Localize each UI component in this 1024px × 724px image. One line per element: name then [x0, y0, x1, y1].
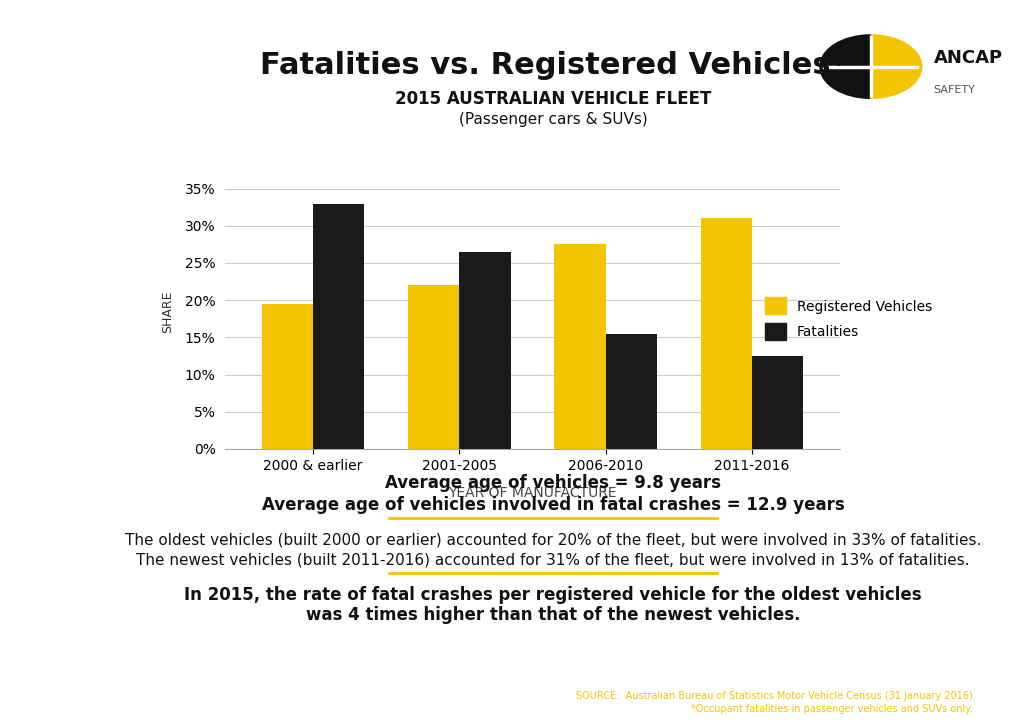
Bar	[700, 219, 752, 449]
Bar	[554, 245, 605, 449]
Text: SOURCE:  Australian Bureau of Statistics Motor Vehicle Census (31 January 2016): SOURCE: Australian Bureau of Statistics …	[577, 691, 973, 702]
Bar	[262, 304, 313, 449]
Text: Average age of vehicles involved in fatal crashes = 12.9 years: Average age of vehicles involved in fata…	[261, 496, 845, 514]
Text: (Passenger cars & SUVs): (Passenger cars & SUVs)	[459, 112, 647, 127]
Text: The newest vehicles (built 2011-2016) accounted for 31% of the fleet, but were i: The newest vehicles (built 2011-2016) ac…	[136, 552, 970, 568]
Bar	[752, 356, 803, 449]
Text: 2015 AUSTRALIAN VEHICLE FLEET: 2015 AUSTRALIAN VEHICLE FLEET	[395, 90, 711, 109]
Text: Fatalities vs. Registered Vehicles*: Fatalities vs. Registered Vehicles*	[260, 51, 846, 80]
Wedge shape	[870, 34, 923, 99]
Text: AUSTRALIA: AUSTRALIA	[19, 298, 57, 542]
Text: The oldest vehicles (built 2000 or earlier) accounted for 20% of the fleet, but : The oldest vehicles (built 2000 or earli…	[125, 532, 981, 547]
Text: Average age of vehicles = 9.8 years: Average age of vehicles = 9.8 years	[385, 474, 721, 492]
Text: *Occupant fatalities in passenger vehicles and SUVs only.: *Occupant fatalities in passenger vehicl…	[691, 704, 973, 714]
Legend: Registered Vehicles, Fatalities: Registered Vehicles, Fatalities	[765, 298, 932, 340]
Text: ANCAP: ANCAP	[934, 49, 1002, 67]
Y-axis label: SHARE: SHARE	[161, 290, 174, 332]
Text: SAFETY: SAFETY	[934, 85, 975, 95]
X-axis label: YEAR OF MANUFACTURE: YEAR OF MANUFACTURE	[449, 487, 616, 500]
Bar	[605, 334, 656, 449]
Text: In 2015, the rate of fatal crashes per registered vehicle for the oldest vehicle: In 2015, the rate of fatal crashes per r…	[184, 586, 922, 605]
Bar	[313, 203, 365, 449]
Text: was 4 times higher than that of the newest vehicles.: was 4 times higher than that of the newe…	[306, 606, 800, 624]
Bar	[409, 285, 460, 449]
Wedge shape	[819, 34, 870, 99]
Bar	[460, 252, 511, 449]
